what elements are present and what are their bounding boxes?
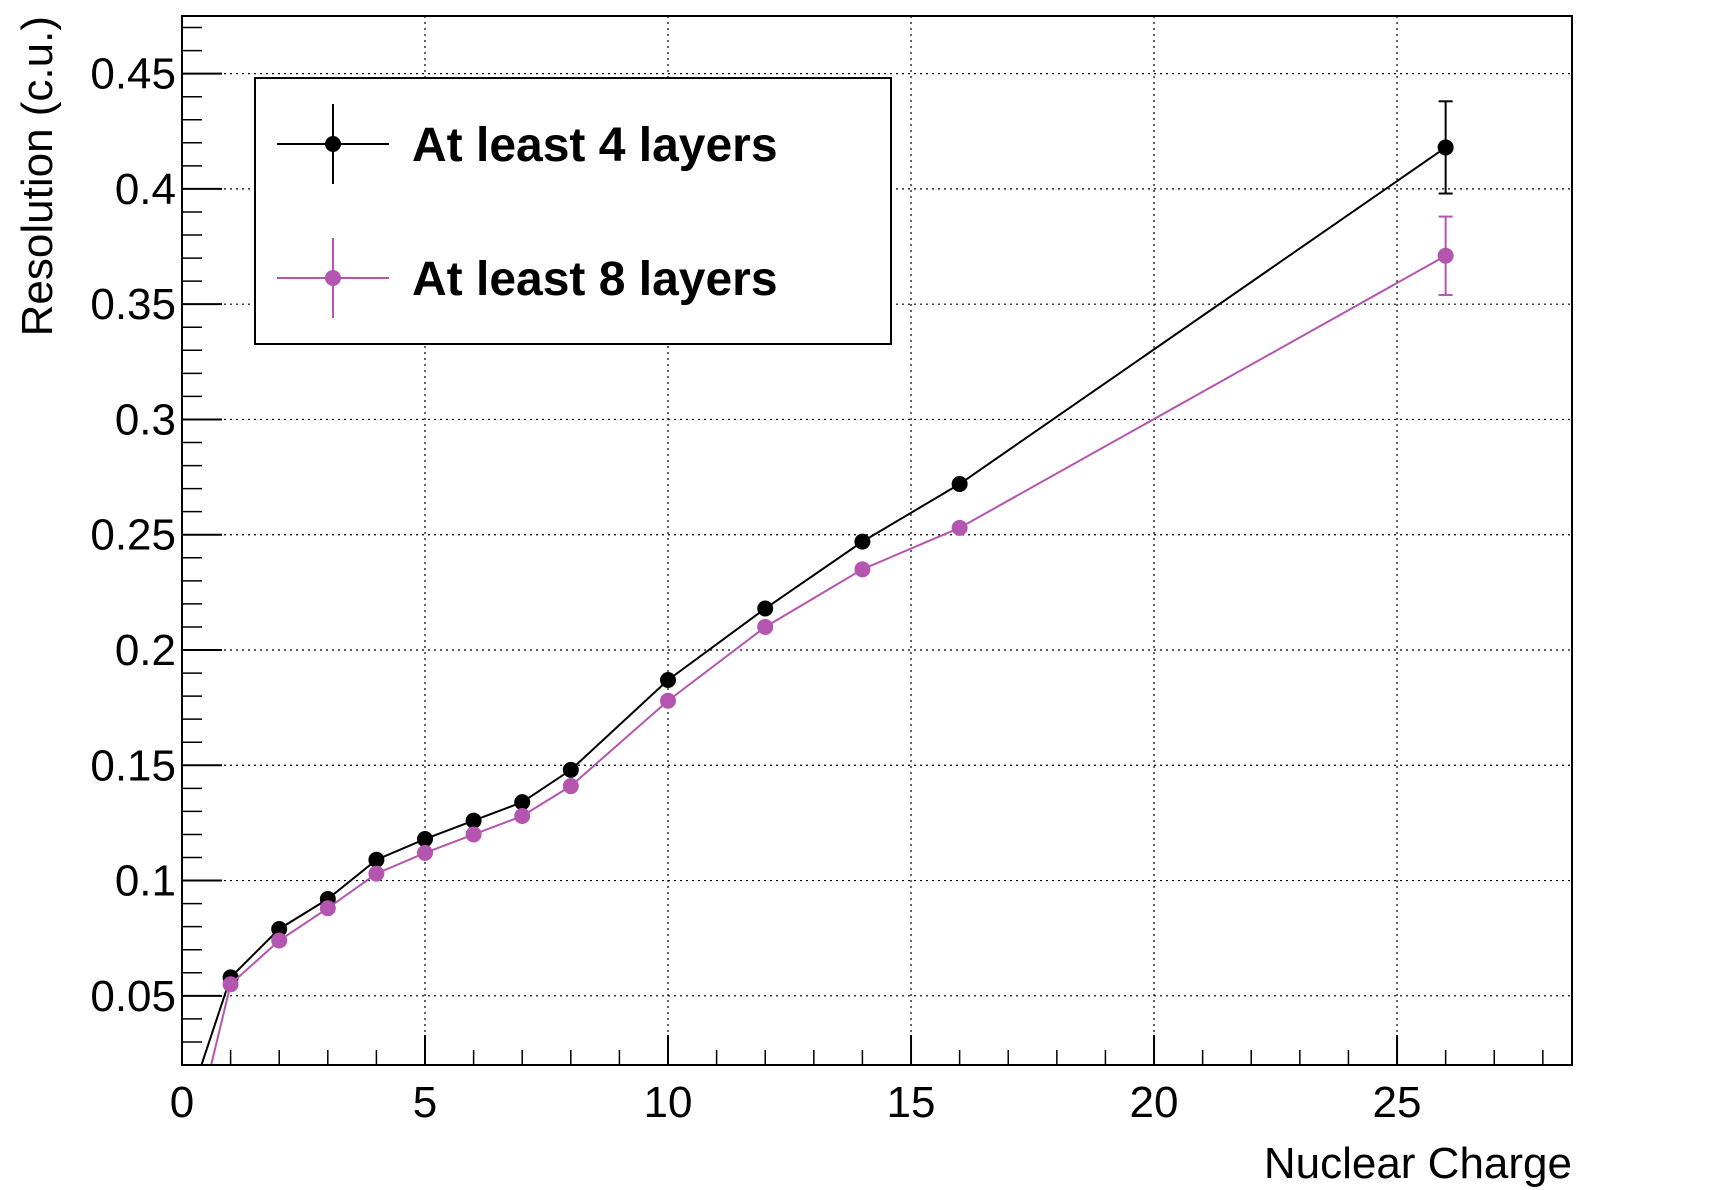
data-point <box>271 920 288 937</box>
data-point <box>854 533 871 550</box>
data-point <box>660 692 677 709</box>
data-point <box>368 851 385 868</box>
legend-label: At least 4 layers <box>412 119 778 172</box>
data-point <box>757 618 774 635</box>
legend-entry: At least 8 layers <box>277 238 778 318</box>
series-layer <box>200 100 1454 1066</box>
data-point <box>417 831 434 848</box>
data-point <box>222 976 239 993</box>
data-point <box>465 826 482 843</box>
data-point <box>417 844 434 861</box>
legend-box <box>254 77 892 345</box>
series-line <box>210 254 1447 1066</box>
y-axis: 0.05 0.1 0.15 0.2 0.25 0.3 0.35 0.4 0.45 <box>90 50 222 1021</box>
x-tick-label: 20 <box>1130 1078 1179 1127</box>
x-tick-label: 5 <box>413 1078 437 1127</box>
y-tick-label: 0.15 <box>90 741 176 790</box>
data-point <box>854 561 871 578</box>
legend-marker <box>325 136 341 152</box>
data-point <box>1437 139 1454 156</box>
data-point <box>951 519 968 536</box>
data-point <box>368 865 385 882</box>
y-tick-label: 0.1 <box>115 857 176 906</box>
data-point <box>562 761 579 778</box>
data-point <box>271 932 288 949</box>
data-point <box>660 671 677 688</box>
legend-entry: At least 4 layers <box>277 104 778 184</box>
series-line <box>200 146 1447 1066</box>
legend: At least 4 layers At least 8 layers <box>254 77 892 345</box>
y-tick-label: 0.05 <box>90 972 176 1021</box>
x-axis: 0 5 10 15 20 25 <box>170 1035 1422 1127</box>
y-tick-label: 0.25 <box>90 511 176 560</box>
y-axis-title: Resolution (c.u.) <box>13 16 62 336</box>
data-point <box>562 778 579 795</box>
legend-label: At least 8 layers <box>412 253 778 306</box>
y-tick-label: 0.2 <box>115 626 176 675</box>
data-point <box>319 900 336 917</box>
y-tick-label: 0.45 <box>90 50 176 99</box>
y-tick-label: 0.3 <box>115 395 176 444</box>
plot-frame <box>181 15 1573 1066</box>
x-axis-title: Nuclear Charge <box>1264 1139 1572 1188</box>
data-point <box>951 476 968 493</box>
y-tick-label: 0.35 <box>90 280 176 329</box>
data-point <box>757 600 774 617</box>
legend-marker <box>325 270 341 286</box>
data-point <box>514 794 531 811</box>
series-2 <box>210 215 1454 1066</box>
x-tick-label: 25 <box>1373 1078 1422 1127</box>
x-tick-label: 10 <box>644 1078 693 1127</box>
y-tick-label: 0.4 <box>115 165 176 214</box>
x-tick-label: 15 <box>887 1078 936 1127</box>
minor-ticks <box>182 26 1544 1066</box>
x-tick-label: 0 <box>170 1078 194 1127</box>
data-point <box>514 808 531 825</box>
data-point <box>1437 247 1454 264</box>
data-point <box>465 812 482 829</box>
